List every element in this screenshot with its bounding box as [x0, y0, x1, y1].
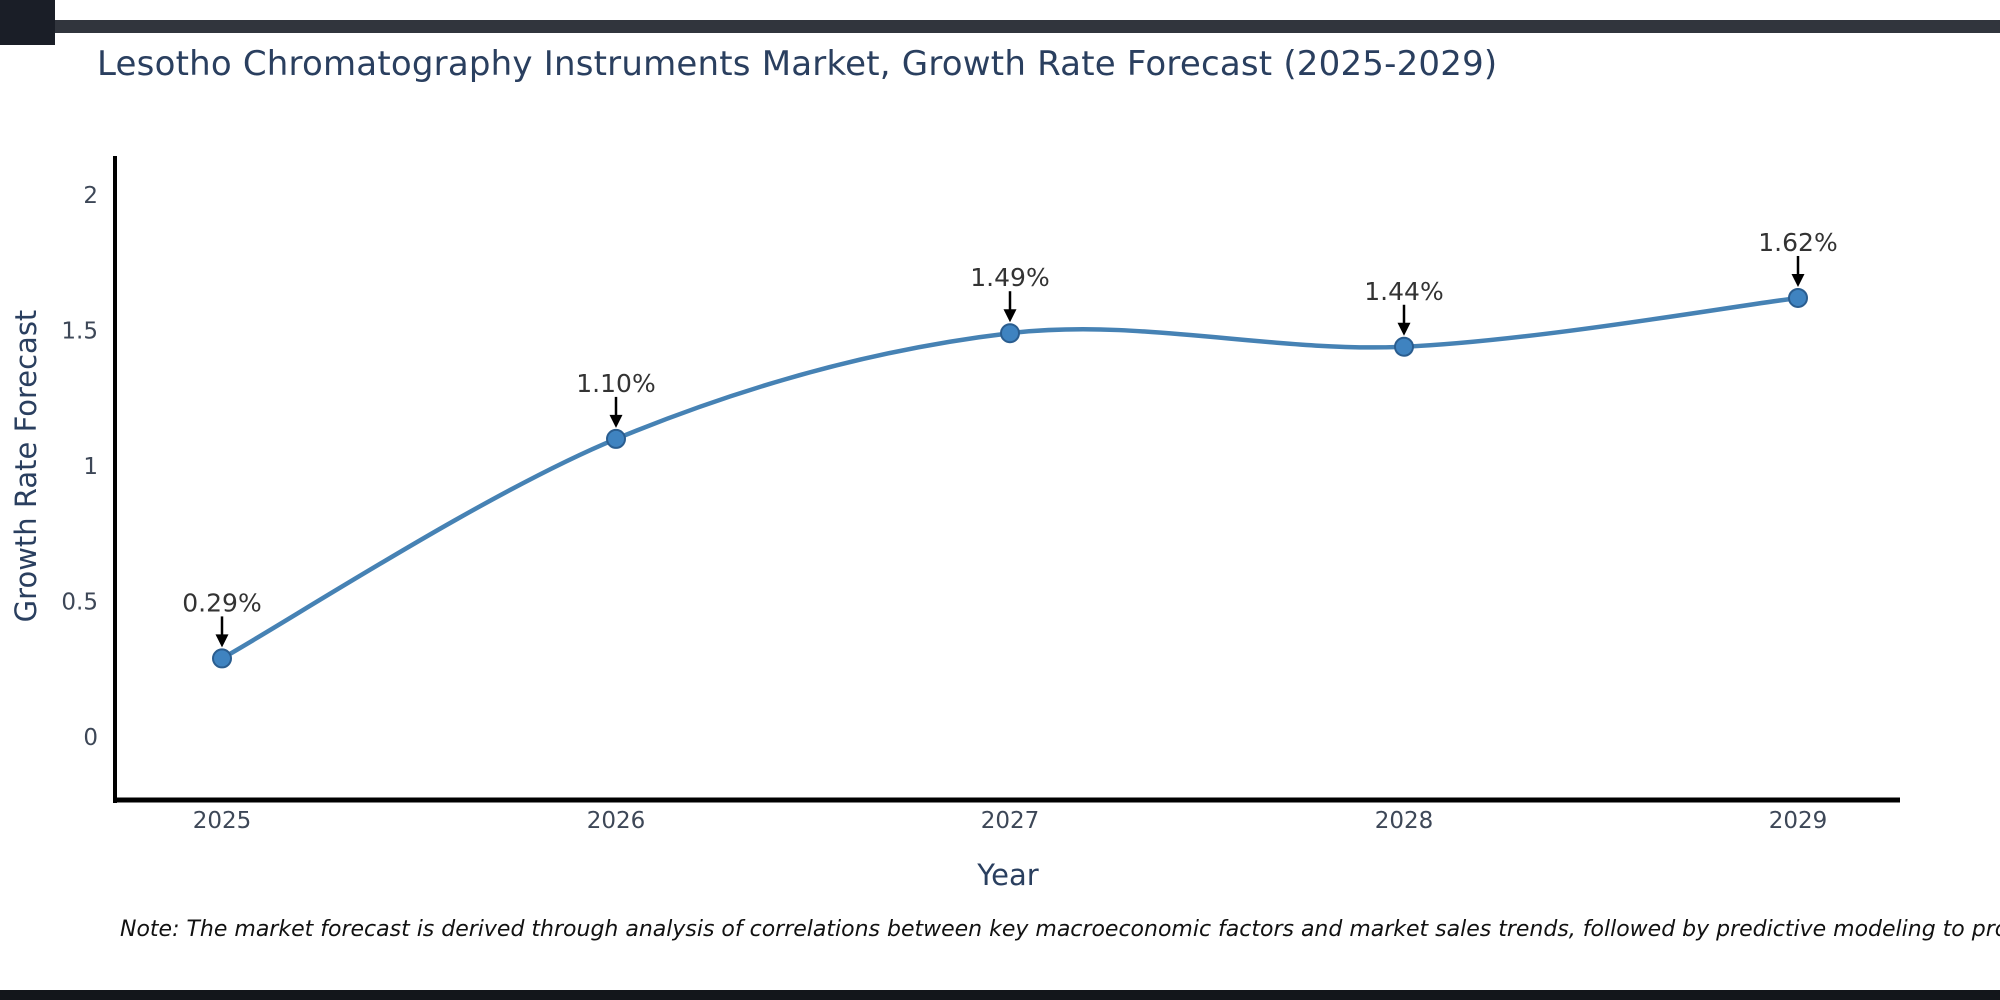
- data-point-2025: [212, 648, 232, 669]
- annotation-arrow-head: [1003, 309, 1017, 323]
- x-tick-label: 2026: [587, 808, 646, 834]
- annotation-arrow-head: [609, 414, 623, 428]
- data-point-2027: [1000, 323, 1020, 344]
- annotation-arrow-head: [215, 634, 229, 648]
- data-label: 1.10%: [576, 369, 655, 398]
- annotation-arrow-head: [1791, 273, 1805, 287]
- data-label: 1.62%: [1758, 228, 1837, 257]
- x-tick-label: 2025: [193, 808, 252, 834]
- y-tick-label: 1.5: [61, 319, 98, 345]
- annotation-arrow-head: [1397, 322, 1411, 336]
- y-tick-label: 2: [83, 183, 98, 209]
- top-left-screen-artifact: [0, 0, 55, 45]
- footnote: Note: The market forecast is derived thr…: [120, 917, 2000, 942]
- top-edge-line: [0, 20, 2000, 33]
- y-axis-title: Growth Rate Forecast: [9, 310, 43, 623]
- x-tick-label: 2027: [981, 808, 1040, 834]
- data-point-2028: [1394, 336, 1414, 357]
- chart-title: Lesotho Chromatography Instruments Marke…: [97, 44, 1498, 84]
- x-tick-label: 2028: [1375, 808, 1434, 834]
- data-point-2026: [606, 428, 626, 449]
- y-tick-label: 0.5: [61, 590, 98, 616]
- x-tick-label: 2029: [1769, 808, 1828, 834]
- y-tick-label: 1: [83, 454, 98, 480]
- trend-line: [219, 295, 1801, 661]
- x-axis-title: Year: [976, 858, 1038, 892]
- data-point-2029: [1788, 287, 1808, 308]
- y-tick-label: 0: [83, 725, 98, 751]
- bottom-edge-bar: [0, 990, 2000, 1000]
- data-label: 1.49%: [970, 263, 1049, 292]
- data-label: 0.29%: [182, 588, 261, 617]
- data-label: 1.44%: [1364, 277, 1443, 306]
